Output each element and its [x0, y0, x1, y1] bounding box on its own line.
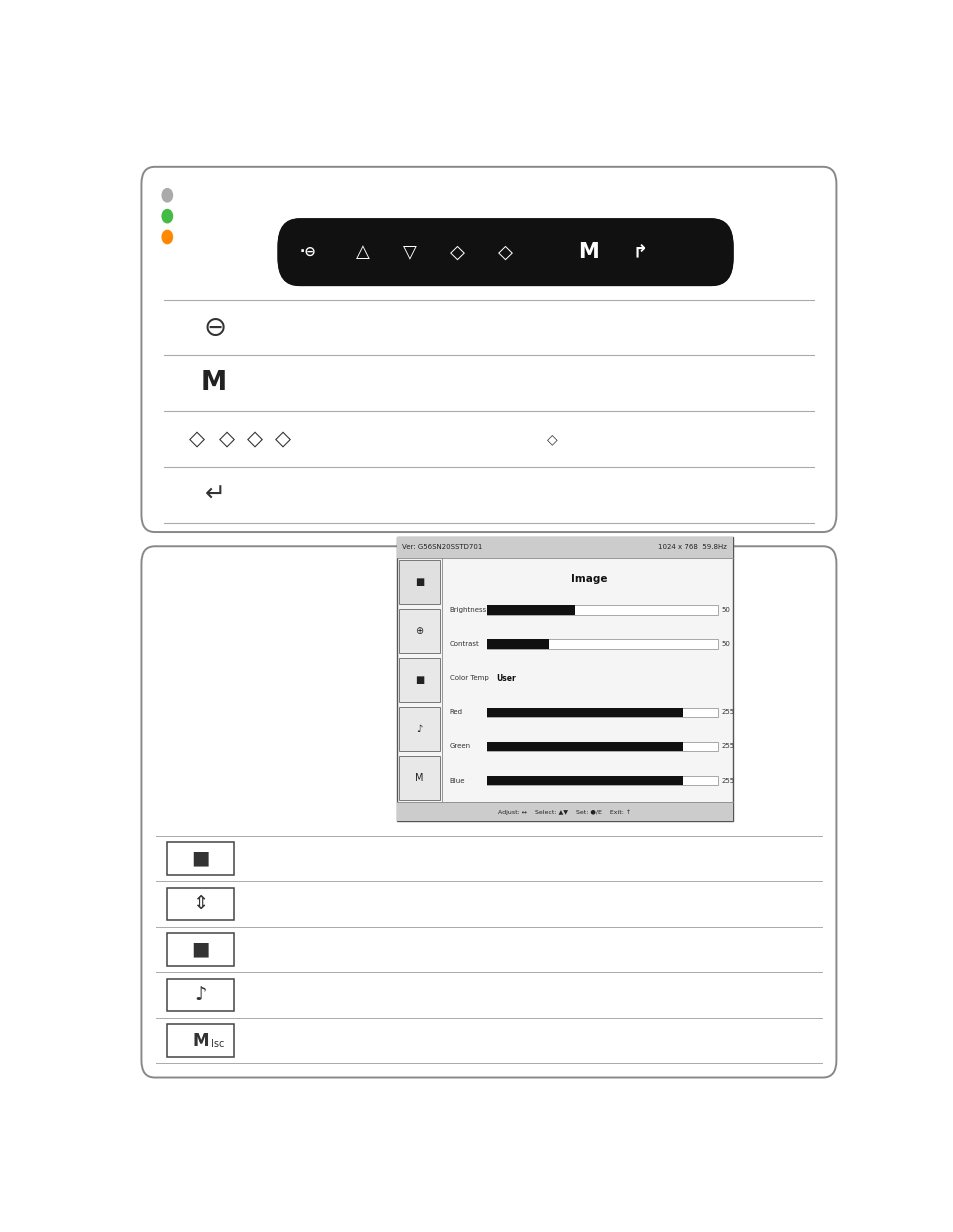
Text: Green: Green	[449, 743, 471, 749]
Bar	[167, 978, 233, 1011]
Bar	[396, 537, 732, 558]
Text: 255: 255	[721, 710, 734, 716]
Bar	[486, 605, 574, 615]
Text: ◇: ◇	[546, 432, 557, 446]
Text: 255: 255	[721, 777, 734, 784]
FancyBboxPatch shape	[278, 219, 732, 286]
Text: △: △	[355, 243, 370, 261]
FancyBboxPatch shape	[141, 546, 836, 1078]
Bar	[398, 561, 439, 604]
Text: ▽: ▽	[400, 243, 415, 261]
Text: Isc: Isc	[211, 1040, 224, 1050]
Text: ↱: ↱	[636, 243, 651, 261]
Text: ↵: ↵	[205, 483, 226, 506]
Text: M: M	[415, 772, 423, 782]
Text: ◇→: ◇→	[491, 245, 516, 260]
Bar	[486, 776, 682, 785]
Text: Red: Red	[449, 710, 462, 716]
Text: User: User	[496, 674, 516, 683]
Bar	[486, 639, 549, 649]
Text: ■: ■	[192, 940, 210, 958]
Bar	[398, 756, 439, 800]
Text: Ver: G56SN20SSTD701: Ver: G56SN20SSTD701	[402, 545, 482, 551]
Text: ·⊖: ·⊖	[299, 245, 315, 259]
Bar	[486, 605, 718, 615]
Text: Contrast: Contrast	[449, 641, 479, 647]
Bar	[486, 707, 718, 717]
Text: ◇: ◇	[189, 429, 205, 448]
Text: Image: Image	[570, 574, 607, 584]
Bar	[167, 887, 233, 920]
Text: M: M	[578, 243, 598, 262]
Bar	[398, 610, 439, 653]
Text: ♪: ♪	[416, 724, 422, 734]
Text: ◇: ◇	[246, 429, 262, 448]
Text: ▽: ▽	[402, 243, 416, 261]
Bar	[486, 639, 718, 649]
Bar	[396, 802, 732, 822]
Text: ⊖: ⊖	[204, 313, 227, 341]
Text: ■: ■	[192, 849, 210, 867]
Text: ↱: ↱	[632, 243, 647, 261]
Bar	[486, 776, 718, 785]
Bar	[486, 742, 682, 752]
Bar	[486, 707, 682, 717]
Text: ◇: ◇	[218, 429, 234, 448]
Text: 1024 x 768  59.8Hz: 1024 x 768 59.8Hz	[658, 545, 726, 551]
Text: Adjust: ↔    Select: ▲▼    Set: ●/E    Exit: ↑: Adjust: ↔ Select: ▲▼ Set: ●/E Exit: ↑	[497, 809, 631, 814]
Bar	[396, 537, 732, 822]
Bar	[398, 658, 439, 702]
Text: Brightness: Brightness	[449, 607, 486, 612]
Text: ◇: ◇	[450, 243, 465, 261]
Bar	[486, 742, 718, 752]
Bar	[398, 707, 439, 750]
Bar	[167, 1024, 233, 1057]
Text: 255: 255	[721, 743, 734, 749]
Text: M: M	[193, 1031, 209, 1050]
Text: ■: ■	[415, 577, 423, 588]
Text: ◇: ◇	[497, 243, 513, 261]
Text: Color Temp: Color Temp	[449, 675, 488, 681]
FancyBboxPatch shape	[141, 166, 836, 532]
Circle shape	[162, 209, 172, 223]
Circle shape	[162, 230, 172, 244]
Text: M: M	[201, 371, 227, 397]
Text: ■: ■	[415, 675, 423, 685]
Bar	[167, 841, 233, 875]
Text: ⇕: ⇕	[193, 894, 209, 913]
Bar	[167, 933, 233, 966]
Text: ⊕: ⊕	[415, 626, 423, 636]
Text: △: △	[355, 243, 370, 261]
Text: ◇←: ◇←	[443, 245, 467, 260]
Text: Blue: Blue	[449, 777, 465, 784]
Text: M: M	[193, 1031, 208, 1050]
Text: M: M	[578, 243, 598, 261]
Text: 50: 50	[721, 607, 730, 612]
Circle shape	[162, 188, 172, 202]
Text: 50: 50	[721, 641, 730, 647]
Text: ·⊖: ·⊖	[305, 245, 322, 259]
FancyBboxPatch shape	[278, 219, 732, 286]
Text: ♪: ♪	[194, 986, 207, 1004]
Text: ◇: ◇	[275, 429, 291, 448]
